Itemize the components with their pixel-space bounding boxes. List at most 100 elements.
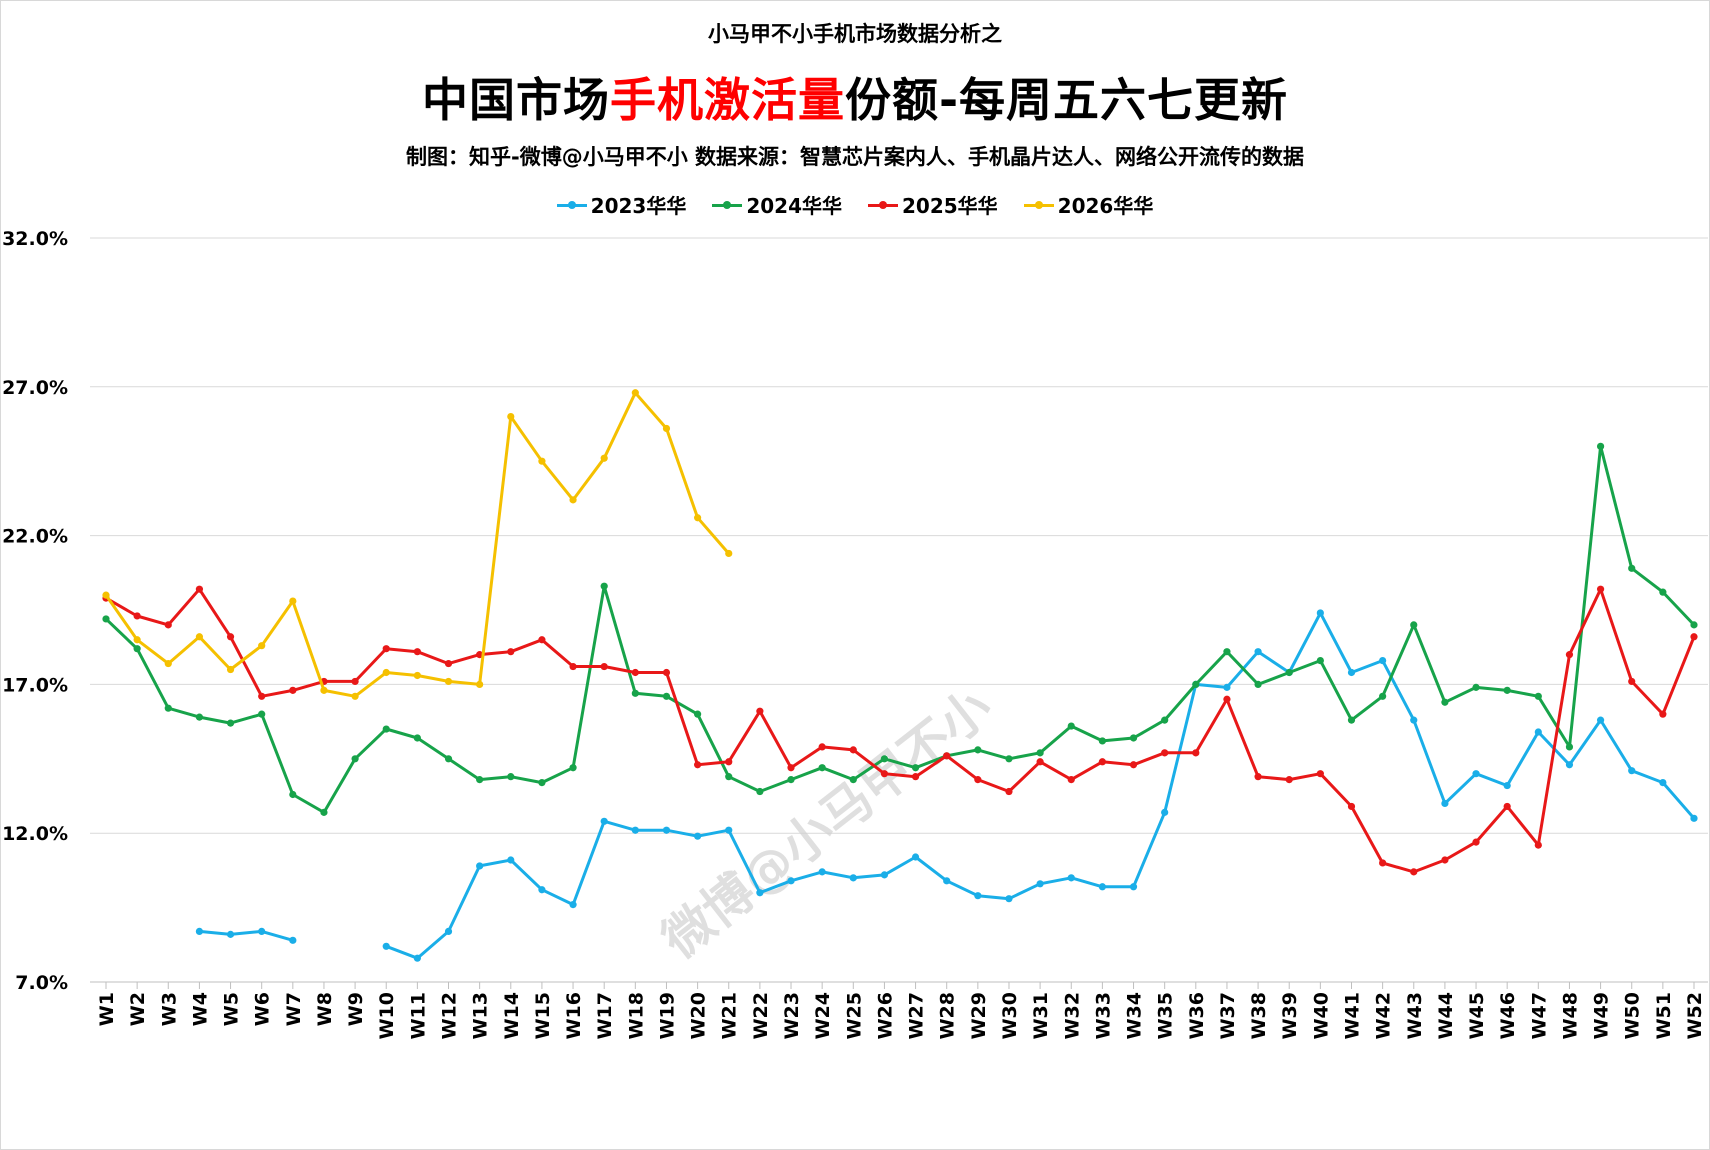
data-point: [694, 514, 702, 522]
data-point: [382, 725, 390, 733]
chart-subtitle: 制图：知乎-微博@小马甲不小 数据来源：智慧芯片案内人、手机晶片达人、网络公开流…: [405, 145, 1305, 169]
x-tick-label: W6: [252, 992, 274, 1026]
data-point: [1129, 734, 1138, 742]
data-point: [1285, 668, 1293, 677]
data-point: [1036, 749, 1044, 757]
data-point: [818, 764, 826, 772]
data-point: [538, 457, 546, 465]
x-tick-label: W15: [532, 992, 554, 1039]
data-point: [943, 752, 951, 760]
data-point: [1347, 802, 1356, 811]
data-point: [1254, 648, 1262, 656]
data-point: [444, 927, 453, 936]
data-point: [351, 677, 359, 686]
data-point: [911, 764, 920, 772]
x-tick-label: W31: [1030, 992, 1052, 1039]
data-point: [1565, 651, 1574, 659]
data-point: [725, 549, 733, 558]
data-point: [943, 877, 951, 885]
data-point: [1223, 695, 1231, 703]
data-point: [320, 808, 328, 816]
data-point: [849, 776, 857, 784]
x-tick-label: W20: [688, 992, 710, 1039]
data-point: [600, 454, 608, 462]
data-point: [1005, 787, 1013, 796]
data-point: [164, 704, 172, 712]
data-point: [444, 659, 453, 668]
x-tick-label: W9: [345, 992, 367, 1026]
data-point: [569, 496, 577, 504]
data-point: [1441, 698, 1449, 706]
x-tick-label: W34: [1124, 992, 1146, 1039]
legend-label: 2024华华: [746, 194, 842, 218]
x-tick-label: W51: [1653, 992, 1675, 1039]
data-point: [195, 585, 204, 593]
x-tick-label: W46: [1497, 992, 1519, 1039]
data-point: [133, 645, 141, 653]
x-tick-label: W25: [843, 992, 865, 1039]
x-tick-label: W1: [96, 992, 118, 1026]
x-tick-label: W4: [189, 992, 211, 1026]
legend: 2023华华 2024华华 2025华华 2026华华: [0, 190, 1710, 219]
data-point: [756, 889, 764, 897]
data-point: [258, 692, 266, 700]
data-point: [1628, 677, 1636, 686]
data-point: [538, 779, 546, 787]
data-point: [382, 942, 390, 950]
data-point: [974, 892, 982, 900]
y-tick-label: 32.0%: [2, 228, 68, 250]
data-point: [756, 707, 764, 715]
data-point: [1690, 621, 1698, 629]
x-tick-label: W24: [812, 992, 834, 1039]
data-point: [1129, 883, 1138, 891]
data-point: [569, 901, 577, 909]
series-2: [102, 442, 1698, 816]
y-tick-label: 27.0%: [2, 377, 68, 399]
x-tick-label: W12: [439, 992, 461, 1039]
data-point: [289, 597, 297, 605]
data-point: [1192, 680, 1200, 689]
series-line: [199, 611, 1696, 960]
data-point: [1285, 776, 1293, 784]
chart-pretitle: 小马甲不小手机市场数据分析之: [708, 22, 1002, 46]
legend-item-2: 2024华华: [712, 190, 842, 219]
x-tick-label: W33: [1092, 992, 1114, 1039]
data-point: [444, 755, 453, 763]
data-point: [1472, 770, 1480, 778]
data-point: [1161, 749, 1169, 757]
title-prefix: 中国市场: [421, 73, 610, 127]
data-point: [164, 659, 172, 668]
data-point: [1659, 588, 1667, 596]
data-point: [1316, 609, 1324, 617]
data-point: [1067, 776, 1075, 784]
data-point: [600, 817, 608, 825]
data-point: [631, 389, 639, 397]
data-point: [1005, 755, 1013, 763]
data-point: [1534, 692, 1542, 700]
x-tick-label: W29: [968, 992, 990, 1039]
data-point: [507, 773, 515, 781]
x-tick-label: W49: [1591, 992, 1613, 1039]
x-tick-label: W48: [1559, 992, 1581, 1039]
data-point: [289, 790, 297, 799]
data-point: [1503, 686, 1511, 694]
x-tick-label: W37: [1217, 992, 1239, 1039]
data-point: [631, 689, 639, 697]
legend-item-3: 2025华华: [868, 190, 998, 219]
data-point: [694, 832, 702, 840]
x-tick-label: W3: [158, 992, 180, 1026]
data-point: [1565, 743, 1574, 751]
data-point: [195, 713, 204, 721]
data-point: [413, 954, 421, 962]
x-tick-label: W26: [874, 992, 896, 1039]
data-point: [849, 746, 857, 754]
series-4: [102, 389, 733, 700]
series-group: [102, 389, 1698, 962]
data-point: [1129, 761, 1138, 769]
data-point: [102, 591, 110, 599]
data-point: [849, 874, 857, 882]
chart-title: 中国市场手机激活量份额-每周五六七更新: [0, 64, 1710, 130]
x-axis: W1 W2 W3 W4 W5 W6 W7 W8 W9 W10 W11 W12 W13 W14 W15 W16 W…: [90, 981, 1708, 1039]
data-point: [133, 612, 141, 620]
x-tick-label: W44: [1435, 992, 1457, 1039]
